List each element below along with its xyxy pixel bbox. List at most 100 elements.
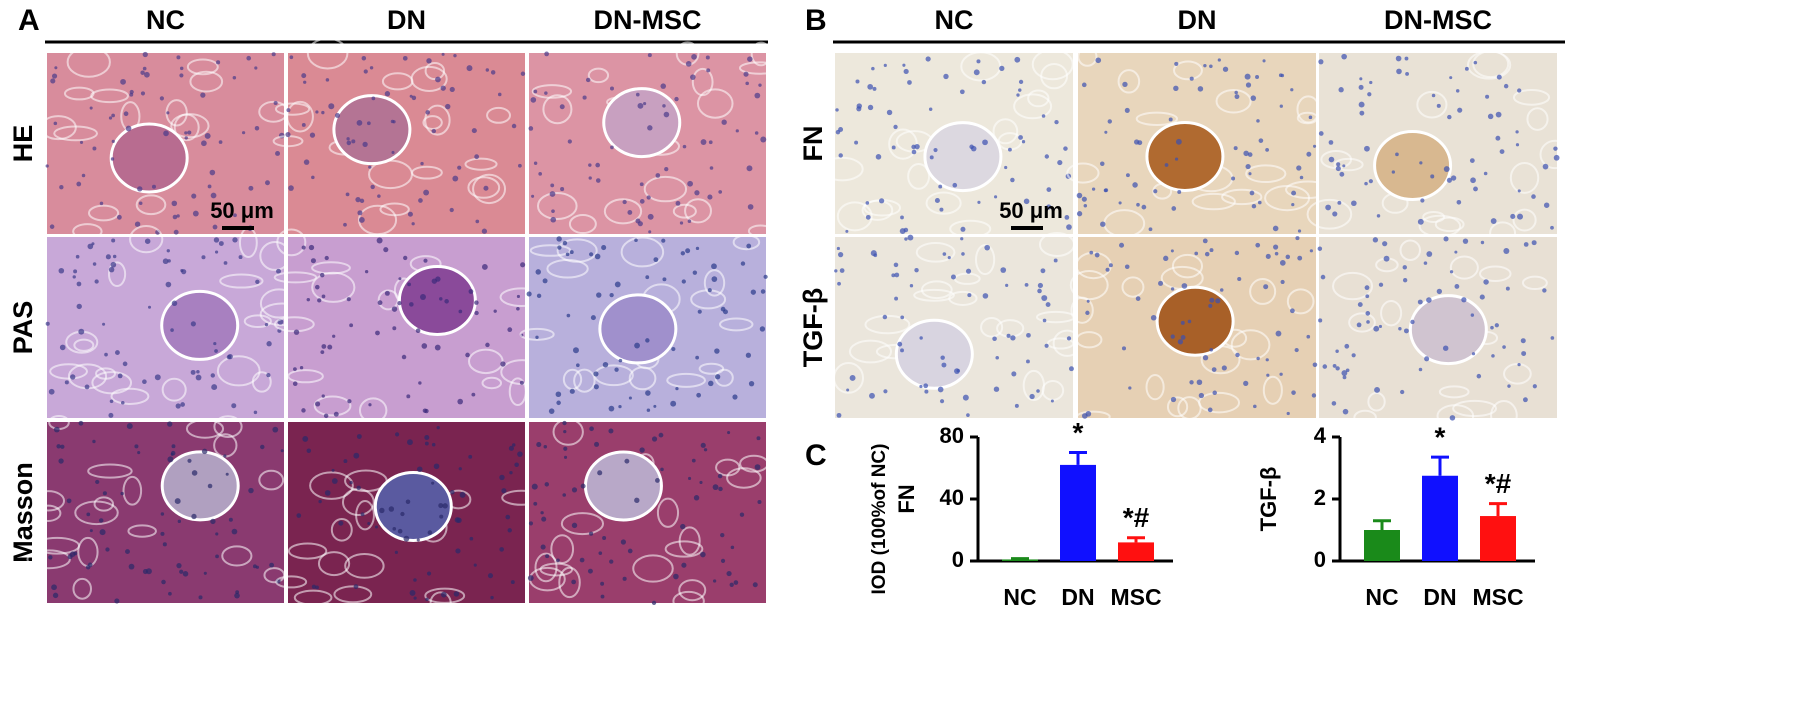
nucleus <box>353 452 360 459</box>
tubule <box>1249 278 1277 305</box>
nucleus <box>1173 85 1179 91</box>
tubule <box>1503 363 1532 385</box>
nucleus <box>1382 241 1388 247</box>
nucleus <box>700 139 707 145</box>
nucleus <box>1344 343 1350 349</box>
nucleus <box>587 568 593 574</box>
nucleus <box>253 410 258 415</box>
nucleus <box>449 86 455 93</box>
nucleus <box>92 262 97 266</box>
nucleus <box>674 96 679 102</box>
nucleus <box>608 405 615 412</box>
nucleus <box>1018 79 1024 85</box>
nucleus <box>556 558 560 563</box>
tubule <box>1027 89 1050 108</box>
nucleus <box>651 436 658 442</box>
nucleus <box>397 528 403 534</box>
nucleus <box>450 489 455 495</box>
nucleus <box>424 434 430 440</box>
nucleus <box>292 381 298 386</box>
nucleus <box>226 354 232 360</box>
nucleus <box>1296 165 1302 171</box>
nucleus <box>248 487 254 494</box>
nucleus <box>1442 345 1449 351</box>
nucleus <box>192 210 199 217</box>
nucleus <box>960 237 964 241</box>
nucleus <box>836 412 842 418</box>
tubule <box>1512 208 1537 232</box>
nucleus <box>1253 404 1257 409</box>
nucleus <box>201 140 207 147</box>
nucleus <box>1094 252 1100 258</box>
nucleus <box>653 257 659 263</box>
nucleus <box>1542 288 1547 293</box>
nucleus <box>481 228 488 234</box>
nucleus <box>137 451 141 455</box>
nucleus <box>1286 411 1290 416</box>
nucleus <box>218 241 224 247</box>
tubule <box>920 280 953 300</box>
nucleus <box>48 388 55 395</box>
nucleus <box>745 352 752 358</box>
tubule <box>110 387 150 405</box>
nucleus <box>1045 302 1051 307</box>
nucleus <box>407 282 411 287</box>
nucleus <box>301 123 306 127</box>
nucleus <box>562 420 567 426</box>
tubule <box>656 497 680 528</box>
nucleus <box>1133 139 1140 145</box>
nucleus <box>1041 114 1046 118</box>
nucleus <box>660 83 667 89</box>
nucleus <box>315 401 321 407</box>
nucleus <box>647 125 653 131</box>
nucleus <box>519 380 524 385</box>
nucleus <box>1423 261 1428 265</box>
nucleus <box>1222 66 1229 72</box>
nucleus <box>1521 351 1527 357</box>
tubule <box>333 585 373 604</box>
tubule <box>556 238 598 263</box>
nucleus <box>1016 93 1020 97</box>
tubule <box>1539 139 1571 170</box>
panel-label: B <box>805 4 827 37</box>
nucleus <box>321 110 325 115</box>
tubule <box>1509 161 1540 194</box>
nucleus <box>1365 311 1371 316</box>
nucleus <box>928 107 933 111</box>
nucleus <box>505 514 511 520</box>
bar <box>1364 530 1400 561</box>
nucleus <box>351 139 356 144</box>
nucleus <box>637 102 644 109</box>
nucleus <box>1294 347 1299 353</box>
nucleus <box>639 199 645 204</box>
nucleus <box>595 178 601 183</box>
nucleus <box>838 127 844 132</box>
nucleus <box>1309 249 1313 253</box>
nucleus <box>687 180 693 187</box>
nucleus <box>223 454 227 458</box>
nucleus <box>838 251 844 258</box>
nucleus <box>907 80 912 85</box>
nucleus <box>293 367 297 371</box>
nucleus <box>1118 201 1122 205</box>
nucleus <box>1378 324 1383 329</box>
nucleus <box>1403 328 1409 334</box>
nucleus <box>234 592 240 599</box>
nucleus <box>943 73 949 80</box>
nucleus <box>1419 161 1423 165</box>
nucleus <box>1177 190 1182 194</box>
nucleus <box>720 558 726 563</box>
nucleus <box>1010 177 1015 183</box>
tubule <box>317 551 351 577</box>
nucleus <box>687 219 692 223</box>
nucleus <box>390 119 395 124</box>
nucleus <box>1141 204 1147 210</box>
nucleus <box>835 108 839 112</box>
tubule <box>1066 162 1100 184</box>
tubule <box>263 567 286 584</box>
nucleus <box>614 281 621 288</box>
nucleus <box>1247 152 1253 157</box>
nucleus <box>624 458 630 464</box>
nucleus <box>754 131 759 135</box>
nucleus <box>759 326 766 332</box>
